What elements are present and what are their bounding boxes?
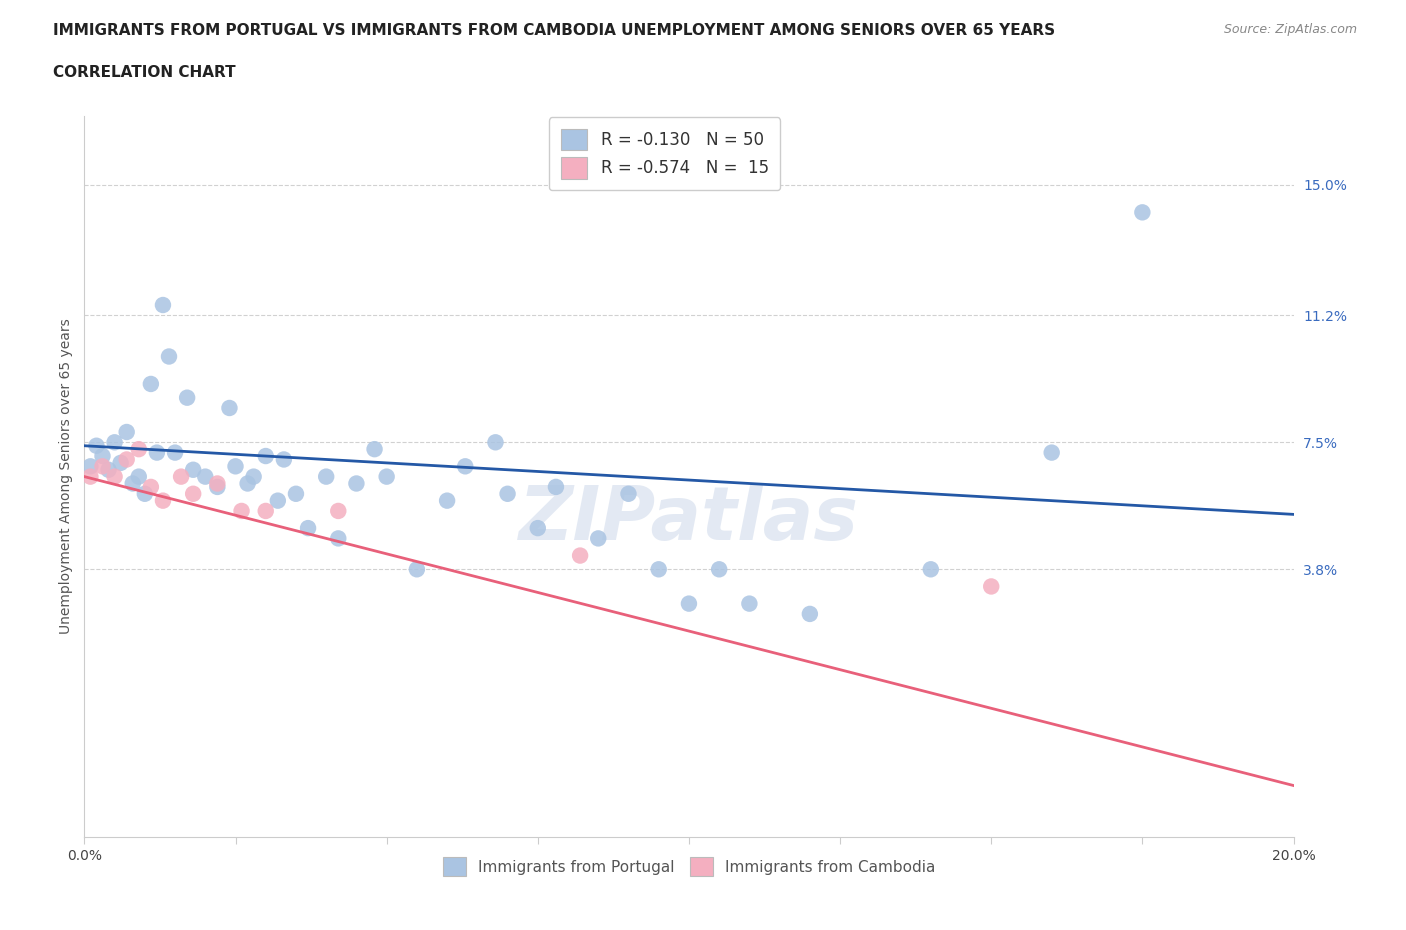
- Point: [236, 476, 259, 491]
- Point: [436, 493, 458, 508]
- Point: [346, 476, 368, 491]
- Point: [139, 480, 162, 495]
- Point: [588, 531, 610, 546]
- Point: [146, 445, 169, 460]
- Point: [231, 503, 253, 518]
- Point: [254, 503, 277, 518]
- Point: [134, 486, 156, 501]
- Point: [297, 521, 319, 536]
- Point: [267, 493, 290, 508]
- Text: IMMIGRANTS FROM PORTUGAL VS IMMIGRANTS FROM CAMBODIA UNEMPLOYMENT AMONG SENIORS : IMMIGRANTS FROM PORTUGAL VS IMMIGRANTS F…: [53, 23, 1056, 38]
- Text: CORRELATION CHART: CORRELATION CHART: [53, 65, 236, 80]
- Point: [165, 445, 187, 460]
- Point: [170, 470, 193, 485]
- Point: [181, 462, 204, 477]
- Point: [569, 548, 592, 563]
- Point: [115, 452, 138, 467]
- Point: [375, 470, 398, 485]
- Point: [218, 401, 240, 416]
- Point: [91, 448, 114, 463]
- Point: [207, 480, 229, 495]
- Point: [97, 462, 120, 477]
- Text: Source: ZipAtlas.com: Source: ZipAtlas.com: [1223, 23, 1357, 36]
- Point: [176, 391, 198, 405]
- Point: [1040, 445, 1063, 460]
- Point: [152, 298, 174, 312]
- Y-axis label: Unemployment Among Seniors over 65 years: Unemployment Among Seniors over 65 years: [59, 319, 73, 634]
- Point: [110, 456, 132, 471]
- Point: [678, 596, 700, 611]
- Point: [544, 480, 567, 495]
- Point: [194, 470, 217, 485]
- Point: [157, 349, 180, 364]
- Point: [225, 458, 247, 473]
- Point: [115, 425, 138, 440]
- Legend: Immigrants from Portugal, Immigrants from Cambodia: Immigrants from Portugal, Immigrants fro…: [434, 849, 943, 884]
- Point: [328, 531, 350, 546]
- Point: [617, 486, 640, 501]
- Point: [484, 435, 506, 450]
- Point: [285, 486, 308, 501]
- Text: ZIPatlas: ZIPatlas: [519, 484, 859, 556]
- Point: [799, 606, 821, 621]
- Point: [139, 377, 162, 392]
- Point: [315, 470, 337, 485]
- Point: [363, 442, 385, 457]
- Point: [527, 521, 550, 536]
- Point: [254, 448, 277, 463]
- Point: [181, 486, 204, 501]
- Point: [738, 596, 761, 611]
- Point: [79, 470, 101, 485]
- Point: [648, 562, 671, 577]
- Point: [242, 470, 264, 485]
- Point: [980, 579, 1002, 594]
- Point: [454, 458, 477, 473]
- Point: [406, 562, 429, 577]
- Point: [207, 476, 229, 491]
- Point: [1130, 205, 1153, 219]
- Point: [104, 435, 127, 450]
- Point: [328, 503, 350, 518]
- Point: [128, 470, 150, 485]
- Point: [496, 486, 519, 501]
- Point: [104, 470, 127, 485]
- Point: [121, 476, 143, 491]
- Point: [273, 452, 295, 467]
- Point: [709, 562, 731, 577]
- Point: [920, 562, 942, 577]
- Point: [128, 442, 150, 457]
- Point: [79, 458, 101, 473]
- Point: [152, 493, 174, 508]
- Point: [86, 438, 108, 453]
- Point: [91, 458, 114, 473]
